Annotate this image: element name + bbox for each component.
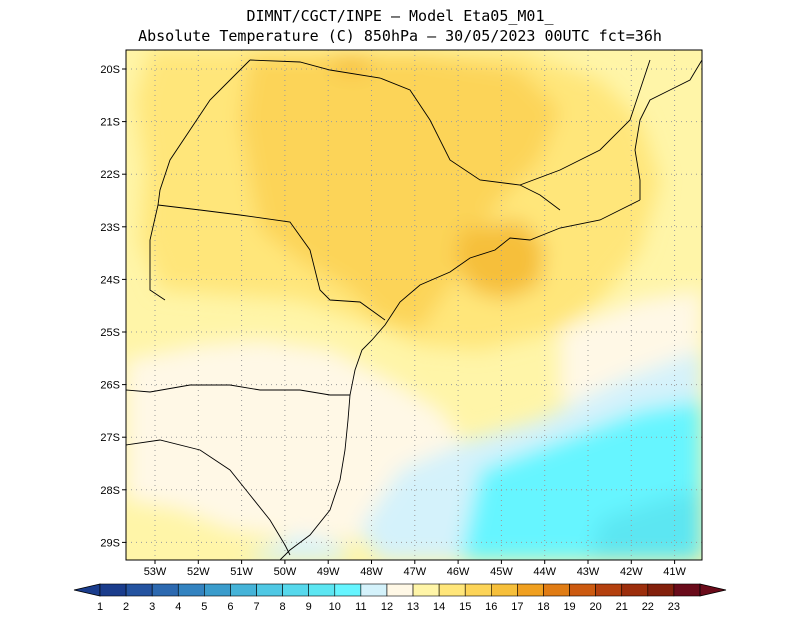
border-pr-sc [126,384,350,396]
colorbar-label: 7 [253,601,259,613]
lon-label: 46W [447,566,470,578]
title-line-2: Absolute Temperature (C) 850hPa – 30/05/… [138,27,662,45]
colorbar-swatch [360,583,388,597]
map-frame [125,49,703,561]
lat-label: 24S [100,274,120,286]
colorbar-label: 12 [381,601,393,613]
colorbar-label: 14 [433,601,445,613]
colorbar-swatch [230,583,257,597]
colorbar-arrow-right [699,583,727,597]
graticule [126,50,702,560]
colorbar-swatch [151,583,179,597]
colorbar-label: 8 [280,601,286,613]
lon-label: 43W [577,566,600,578]
border-sp-pr [157,204,386,321]
colorbar-swatch [204,583,231,597]
lon-label: 53W [144,566,167,578]
colorbar-label: 10 [329,601,341,613]
lat-label: 25S [100,327,120,339]
colorbar-arrow-left [73,583,101,597]
colorbar: 1 2 3 4 5 6 7 8 9 10 11 12 13 14 15 16 17 18 19 20 21 22 23 [73,583,727,613]
colorbar-label: 20 [590,601,602,613]
lon-label: 44W [533,566,556,578]
colorbar-label: 23 [668,601,680,613]
lat-label: 21S [100,117,120,129]
colorbar-label: 18 [537,601,549,613]
lon-label: 51W [230,566,253,578]
lat-label: 27S [100,432,120,444]
colorbar-swatch [412,583,440,597]
coast-north [634,59,702,200]
border-sc-rs [126,439,291,556]
colorbar-label: 1 [97,601,103,613]
colorbar-swatch [673,583,701,597]
colorbar-label: 6 [227,601,233,613]
lat-label: 23S [100,222,120,234]
lat-label: 20S [100,64,120,76]
colorbar-swatch [438,583,466,597]
colorbar-label: 3 [149,601,155,613]
colorbar-swatch [334,583,362,597]
colorbar-swatch [569,583,596,597]
field-15c [240,55,560,330]
colorbar-label: 9 [306,601,312,613]
borders [126,59,702,560]
colorbar-label: 19 [563,601,575,613]
colorbar-swatch [282,583,309,597]
title-line-1: DIMNT/CGCT/INPE – Model Eta05_M01_ [246,7,554,25]
colorbar-label: 5 [201,601,207,613]
border-mg-sp [249,59,561,211]
field-16c [455,220,545,300]
lat-label: 22S [100,169,120,181]
lat-label: 29S [100,537,120,549]
longitude-axis: 53W 52W 51W 50W 49W 48W 47W 46W 45W 44W 43W 42W 41W [144,560,687,578]
colorbar-swatch [543,583,570,597]
colorbar-label: 4 [175,601,181,613]
lat-label: 26S [100,380,120,392]
lon-label: 52W [187,566,210,578]
latitude-axis: 20S 21S 22S 23S 24S 25S 26S 27S 28S 29S [100,64,126,549]
lon-label: 42W [620,566,643,578]
colorbar-label: 2 [123,601,129,613]
colorbar-swatch [177,583,205,597]
lon-label: 50W [274,566,297,578]
colorbar-label: 17 [511,601,523,613]
lon-label: 47W [403,566,426,578]
colorbar-label: 22 [642,601,654,613]
field-11c-south [250,535,350,560]
colorbar-label: 15 [459,601,471,613]
colorbar-swatch [517,583,544,597]
lon-label: 48W [360,566,383,578]
colorbar-label: 21 [616,601,628,613]
lat-label: 28S [100,485,120,497]
colorbar-swatch [464,583,492,597]
field-9c [590,490,702,560]
colorbar-swatch [491,583,518,597]
border-ms-sp [157,59,251,206]
border-pr-west [149,204,166,301]
colorbar-label: 11 [355,601,366,613]
colorbar-swatch [308,583,336,597]
lon-label: 45W [490,566,513,578]
colorbar-swatch [386,583,414,597]
colorbar-label: 16 [485,601,497,613]
colorbar-label: 13 [407,601,419,613]
coastline [279,199,641,560]
colorbar-swatch [125,583,153,597]
colorbar-swatch [256,583,283,597]
colorbar-swatch [595,583,623,597]
colorbar-swatch [99,583,127,597]
colorbar-swatch [647,583,675,597]
border-mg-rj [519,59,651,186]
lon-label: 41W [663,566,686,578]
lon-label: 49W [317,566,340,578]
field-16c-north [330,55,370,75]
temperature-field [126,50,702,560]
colorbar-swatch [621,583,649,597]
